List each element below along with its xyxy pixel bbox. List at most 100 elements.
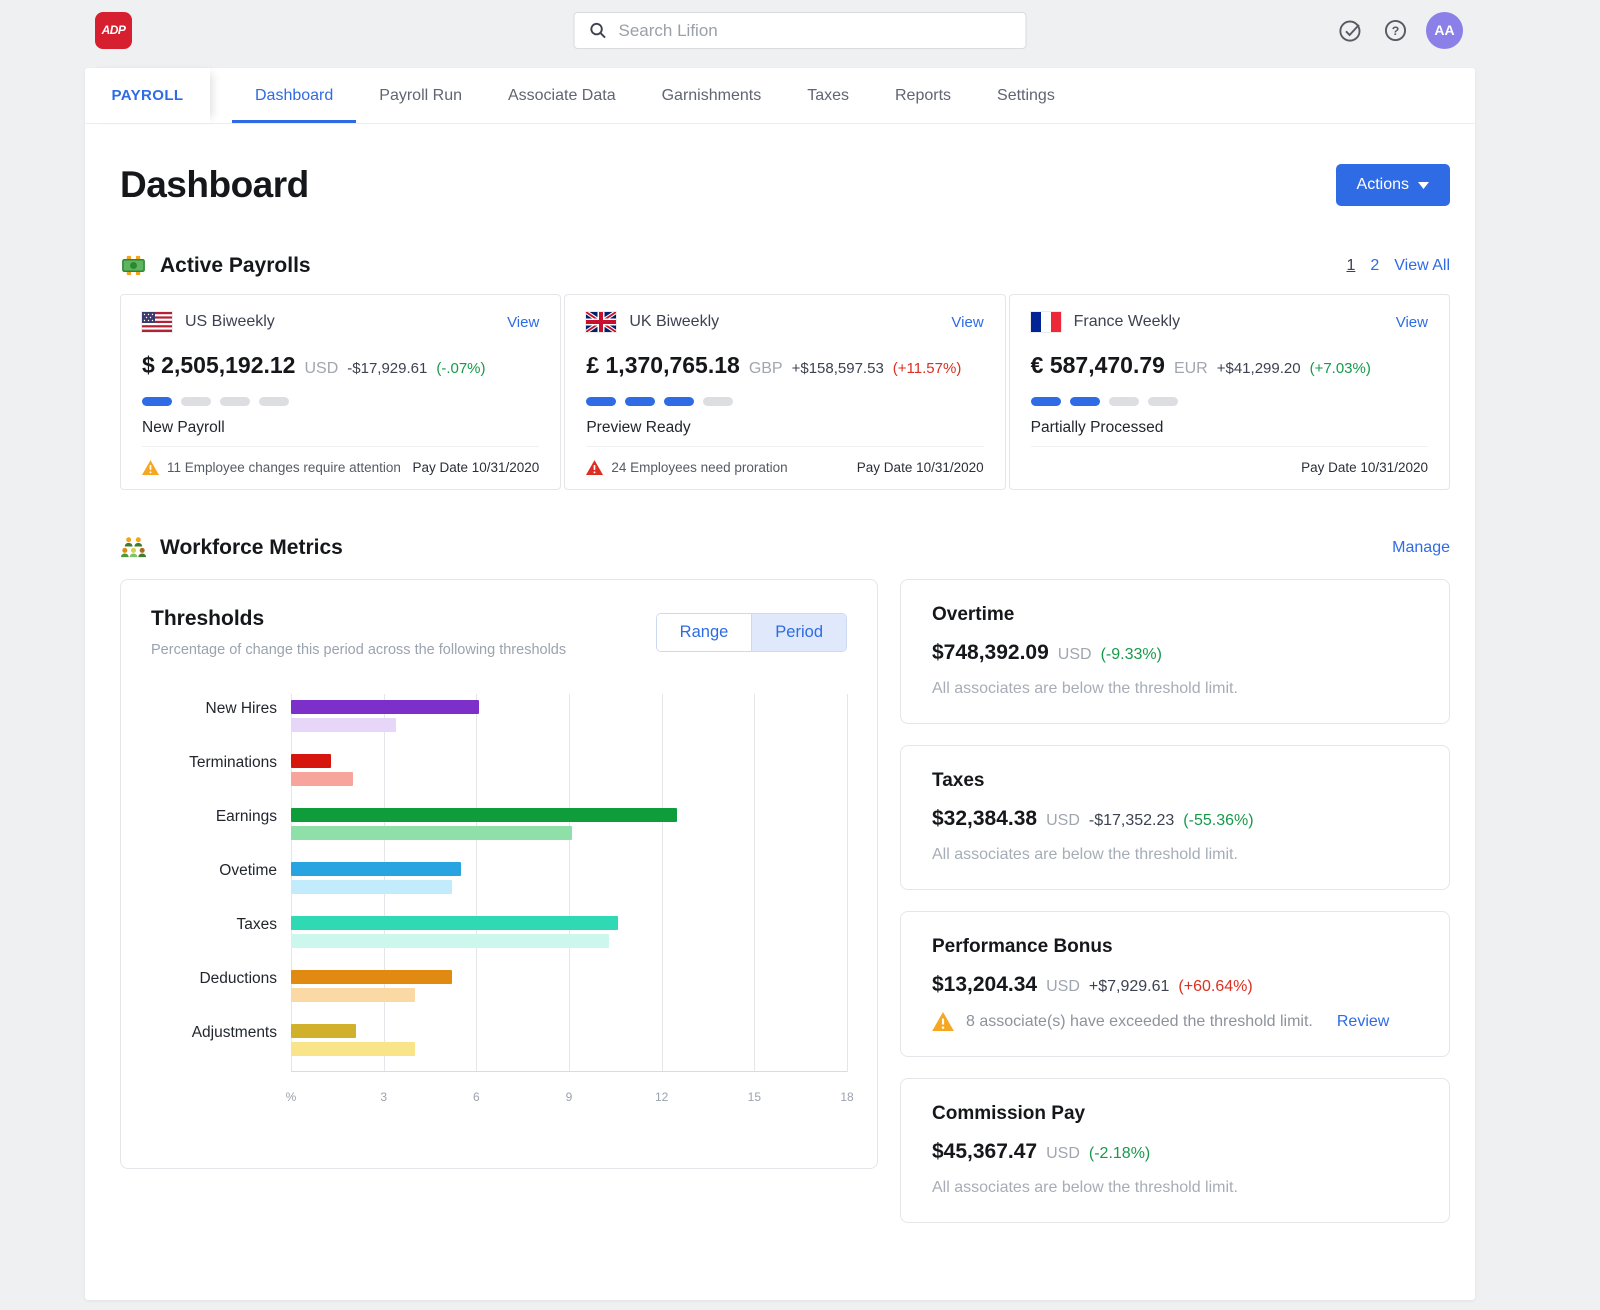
chart-gridline: [754, 694, 756, 1072]
payroll-card-france[interactable]: France Weekly View € 587,470.79 EUR +$41…: [1008, 294, 1450, 490]
tab-associate-data[interactable]: Associate Data: [507, 86, 616, 104]
chart-x-tick: 3: [380, 1090, 387, 1104]
main-panel: PAYROLL Dashboard Payroll Run Associate …: [85, 68, 1475, 1300]
currency-code: USD: [1046, 812, 1080, 829]
chart-bar: [291, 1042, 415, 1056]
metric-status: All associates are below the threshold l…: [932, 1179, 1238, 1196]
chart-bar: [291, 808, 678, 822]
manage-link[interactable]: Manage: [1392, 538, 1450, 556]
delta-amount: -$17,929.61: [347, 360, 428, 377]
metric-status: All associates are below the threshold l…: [932, 680, 1238, 697]
chart-bar: [291, 718, 397, 732]
metric-card-overtime[interactable]: Overtime $748,392.09 USD (-9.33%) All as…: [900, 579, 1450, 724]
metric-card-taxes[interactable]: Taxes $32,384.38 USD -$17,352.23 (-55.36…: [900, 745, 1450, 890]
view-all-link[interactable]: View All: [1394, 256, 1450, 274]
actions-button[interactable]: Actions: [1335, 164, 1450, 206]
currency-code: USD: [1057, 646, 1092, 663]
adp-logo[interactable]: ADP: [95, 11, 132, 49]
range-toggle-button[interactable]: Range: [656, 614, 752, 651]
product-tab-payroll[interactable]: PAYROLL: [85, 68, 210, 123]
chart-gridline: [569, 694, 570, 1072]
delta-amount: +$158,597.53: [791, 360, 884, 377]
metric-amount: $45,367.47: [932, 1140, 1038, 1163]
progress-segment: [1069, 397, 1100, 406]
chart-category-label: Ovetime: [219, 862, 277, 879]
chart-category-label: Deductions: [199, 970, 277, 987]
delta-percent: (+7.03%): [1309, 360, 1371, 377]
progress-bar: [142, 397, 539, 406]
global-search[interactable]: [573, 12, 1027, 49]
payroll-status: Partially Processed: [1030, 419, 1164, 436]
thresholds-title: Thresholds: [151, 607, 265, 630]
active-payrolls-header: Active Payrolls 1 2 View All: [120, 252, 1450, 279]
metric-title: Taxes: [932, 770, 985, 791]
thresholds-card: Thresholds Percentage of change this per…: [120, 579, 878, 1169]
people-icon: [120, 537, 147, 558]
payroll-card-us[interactable]: US Biweekly View $ 2,505,192.12 USD -$17…: [120, 294, 562, 490]
payroll-status: New Payroll: [142, 419, 225, 436]
page-2-link[interactable]: 2: [1370, 256, 1380, 274]
payroll-name: France Weekly: [1073, 313, 1181, 330]
currency-code: GBP: [748, 360, 783, 377]
currency-code: USD: [304, 360, 339, 377]
tab-garnishments[interactable]: Garnishments: [661, 86, 762, 104]
metric-cards-column: Overtime $748,392.09 USD (-9.33%) All as…: [900, 579, 1450, 1223]
warning-text: 24 Employees need proration: [611, 460, 788, 475]
product-navbar: PAYROLL Dashboard Payroll Run Associate …: [85, 68, 1475, 124]
page-1-link[interactable]: 1: [1346, 256, 1356, 274]
chart-bar: [291, 862, 461, 876]
progress-segment: [586, 397, 617, 406]
top-right-icons: ? AA: [1336, 11, 1463, 49]
tab-dashboard[interactable]: Dashboard: [232, 68, 357, 123]
chart-baseline: [291, 1071, 847, 1072]
metric-title: Commission Pay: [932, 1103, 1086, 1124]
delta-percent: (-.07%): [436, 360, 486, 377]
chart-bar: [291, 700, 480, 714]
search-input[interactable]: [618, 20, 1013, 41]
payroll-cards-row: US Biweekly View $ 2,505,192.12 USD -$17…: [120, 294, 1450, 490]
review-link[interactable]: Review: [1336, 1012, 1390, 1030]
progress-segment: [703, 397, 734, 406]
payroll-name: US Biweekly: [185, 313, 275, 330]
metric-title: Overtime: [932, 604, 1015, 625]
chart-x-tick: 18: [840, 1090, 854, 1104]
progress-segment: [664, 397, 695, 406]
progress-segment: [625, 397, 656, 406]
metric-amount: $13,204.34: [932, 973, 1038, 996]
chart-category-label: New Hires: [205, 700, 277, 717]
tasks-check-icon[interactable]: [1336, 16, 1364, 44]
payroll-card-uk[interactable]: UK Biweekly View £ 1,370,765.18 GBP +$15…: [564, 294, 1006, 490]
chart-bar: [291, 772, 353, 786]
tab-settings[interactable]: Settings: [997, 86, 1055, 104]
period-toggle-button[interactable]: Period: [751, 614, 846, 651]
chart-gridline: [661, 694, 663, 1072]
user-avatar[interactable]: AA: [1426, 11, 1463, 49]
metric-card-commission-pay[interactable]: Commission Pay $45,367.47 USD (-2.18%) A…: [900, 1078, 1450, 1223]
delta-percent: (-55.36%): [1183, 812, 1254, 829]
view-link[interactable]: View: [507, 313, 540, 331]
help-icon[interactable]: ?: [1381, 16, 1409, 44]
chart-x-tick: 6: [472, 1090, 480, 1104]
page-title: Dashboard: [120, 164, 309, 205]
chart-category-label: Earnings: [215, 808, 277, 825]
workforce-metrics-row: Thresholds Percentage of change this per…: [120, 579, 1450, 1223]
thresholds-chart: New Hires Terminations Earnings Ovetime Taxe…: [151, 694, 854, 1108]
chart-bar: [291, 988, 415, 1002]
view-link[interactable]: View: [1395, 313, 1428, 331]
tab-reports[interactable]: Reports: [894, 86, 952, 104]
svg-text:?: ?: [1391, 24, 1399, 38]
tab-taxes[interactable]: Taxes: [807, 86, 849, 104]
thresholds-subtitle: Percentage of change this period across …: [151, 642, 567, 658]
top-bar: ADP ? AA: [0, 0, 1600, 60]
adp-logo-text: ADP: [101, 23, 126, 37]
progress-segment: [259, 397, 289, 406]
tab-payroll-run[interactable]: Payroll Run: [379, 86, 462, 104]
page-header: Dashboard Actions: [120, 164, 1450, 206]
view-link[interactable]: View: [951, 313, 984, 331]
progress-bar: [1030, 397, 1428, 406]
delta-percent: (-2.18%): [1088, 1145, 1151, 1162]
chevron-down-icon: [1418, 182, 1429, 189]
metric-card-performance-bonus[interactable]: Performance Bonus $13,204.34 USD +$7,929…: [900, 911, 1450, 1057]
pay-date: Pay Date 10/31/2020: [412, 460, 540, 475]
chart-bar: [291, 880, 452, 894]
